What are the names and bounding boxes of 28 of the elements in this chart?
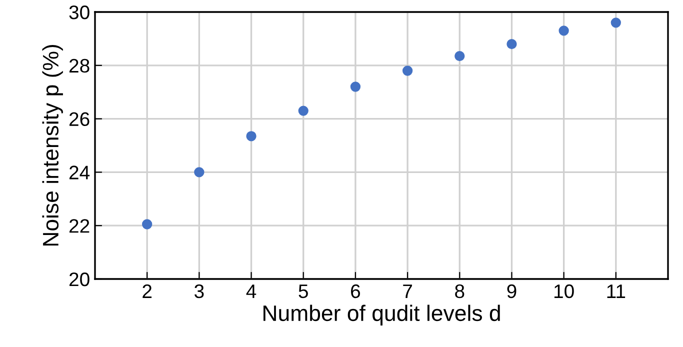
- y-tick-label: 26: [69, 112, 90, 126]
- point: [142, 219, 152, 230]
- point: [246, 131, 256, 142]
- y-tick-label: 28: [69, 58, 90, 73]
- x-tick-label: 10: [554, 284, 574, 298]
- y-tick-label: 20: [69, 272, 90, 286]
- point: [298, 106, 308, 116]
- x-tick-label: 11: [607, 284, 626, 298]
- point: [610, 18, 621, 28]
- point: [350, 82, 361, 92]
- y-tick-label: 22: [69, 219, 90, 233]
- point: [558, 26, 569, 36]
- x-tick-label: 6: [351, 284, 360, 298]
- x-tick-label: 8: [455, 284, 464, 298]
- x-tick-label: 3: [194, 284, 204, 298]
- x-axis-title: Number of qudit levels d: [264, 304, 500, 326]
- point: [194, 167, 204, 178]
- x-tick-label: 9: [507, 284, 516, 298]
- y-tick-label: 24: [69, 166, 90, 180]
- x-tick-label: 7: [403, 284, 412, 298]
- point: [506, 38, 517, 50]
- x-tick-label: 4: [246, 284, 256, 298]
- point: [402, 66, 413, 76]
- x-tick-label: 2: [142, 284, 152, 298]
- y-axis-title: Noise intensity p (%): [42, 44, 63, 246]
- x-tick-label: 5: [298, 284, 308, 298]
- y-tick-label: 30: [69, 5, 90, 20]
- point: [454, 50, 465, 62]
